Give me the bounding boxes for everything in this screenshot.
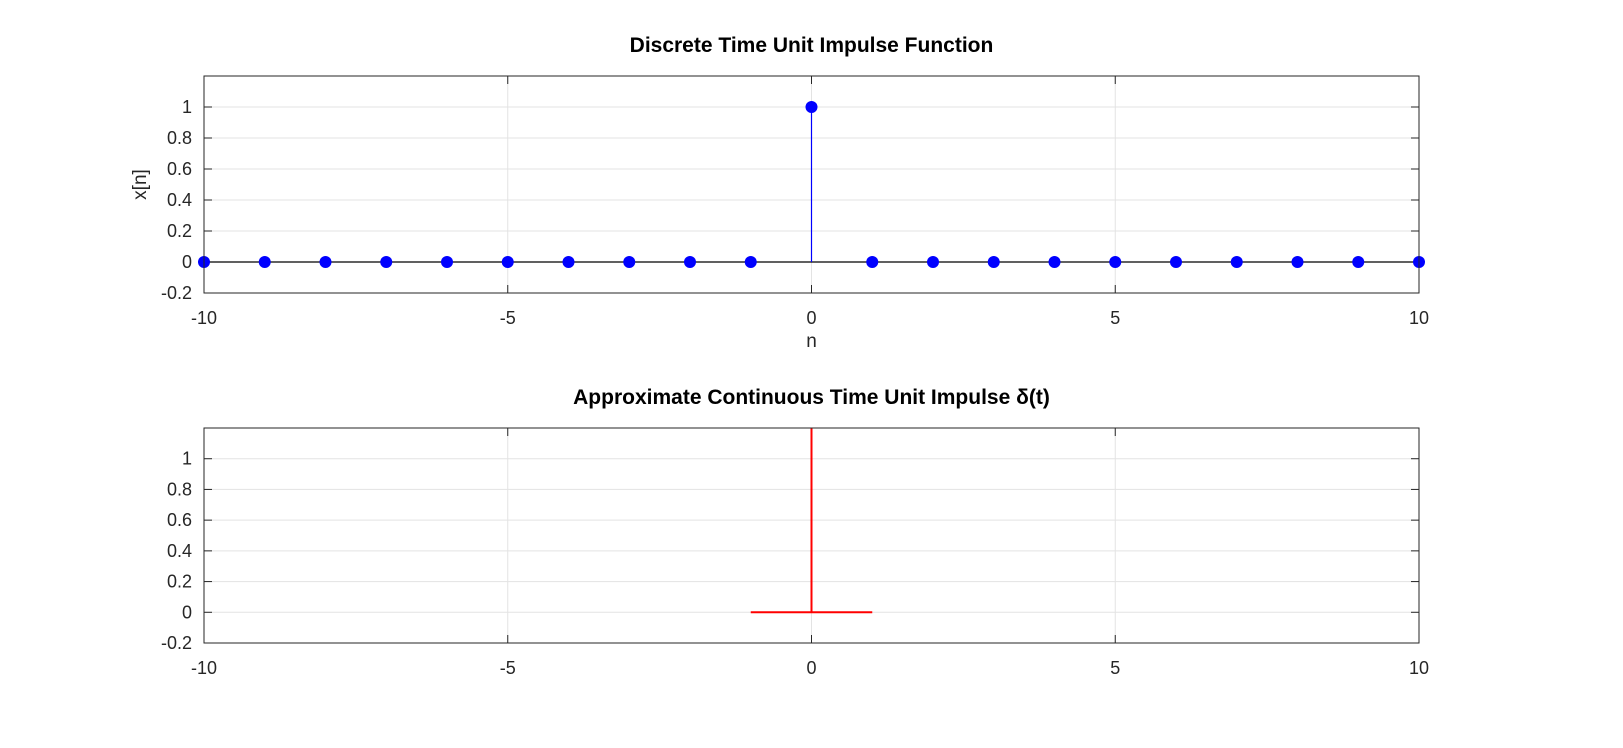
y-tick-label: 1 <box>182 97 192 117</box>
y-tick-label: 0.2 <box>167 221 192 241</box>
stem-marker <box>1048 256 1061 268</box>
y-tick-label: -0.2 <box>161 633 192 653</box>
stem-marker <box>927 256 939 268</box>
x-tick-label: -10 <box>191 658 217 678</box>
x-tick-label: -10 <box>191 308 217 328</box>
discrete-impulse-plot: Discrete Time Unit Impulse Function -10 -5… <box>130 34 1429 352</box>
y-tick-label: 0.6 <box>167 510 192 530</box>
chart-title: Approximate Continuous Time Unit Impulse… <box>573 386 1050 409</box>
stem-marker <box>805 101 818 113</box>
stem-marker <box>684 256 696 268</box>
y-tick-label: 0.8 <box>167 479 192 499</box>
axes-frame <box>203 427 1420 644</box>
y-tick-label: 0 <box>182 602 192 622</box>
x-tick-label: 0 <box>806 308 816 328</box>
stem-marker <box>1291 256 1304 268</box>
stem-marker <box>1352 256 1365 268</box>
chart-title: Discrete Time Unit Impulse Function <box>630 34 994 57</box>
y-tick-label: 0 <box>182 252 192 272</box>
stem-marker <box>744 256 757 268</box>
y-tick-label: -0.2 <box>161 283 192 303</box>
impulse-line <box>750 428 873 614</box>
y-tick-label: 1 <box>182 449 192 469</box>
stem-marker <box>623 256 636 268</box>
stem-marker <box>441 256 453 268</box>
x-tick-label: 10 <box>1409 658 1429 678</box>
x-tick-label: 0 <box>806 658 816 678</box>
y-tick-label: 0.8 <box>167 128 192 148</box>
stem-marker <box>866 256 879 268</box>
y-tick-label: 0.2 <box>167 572 192 592</box>
stem-marker <box>987 256 1000 268</box>
stem-marker <box>1230 256 1243 268</box>
y-tick-label: 0.4 <box>167 190 192 210</box>
stem-marker <box>1109 256 1122 268</box>
stem-marker <box>319 256 332 268</box>
stem-marker <box>1170 256 1182 268</box>
stem-marker <box>562 256 575 268</box>
x-axis-label: n <box>806 331 817 352</box>
stem-marker <box>258 256 271 268</box>
x-tick-label: 5 <box>1110 308 1120 328</box>
continuous-impulse-plot: Approximate Continuous Time Unit Impulse… <box>161 386 1429 678</box>
x-tick-label: -5 <box>500 308 516 328</box>
stem-marker <box>380 256 393 268</box>
axes-frame <box>203 75 1420 294</box>
y-tick-label: 0.4 <box>167 541 192 561</box>
y-tick-label: 0.6 <box>167 159 192 179</box>
x-tick-label: 10 <box>1409 308 1429 328</box>
stem-marker <box>501 256 514 268</box>
y-axis-label: x[n] <box>130 169 151 200</box>
x-tick-label: 5 <box>1110 658 1120 678</box>
x-tick-label: -5 <box>500 658 516 678</box>
